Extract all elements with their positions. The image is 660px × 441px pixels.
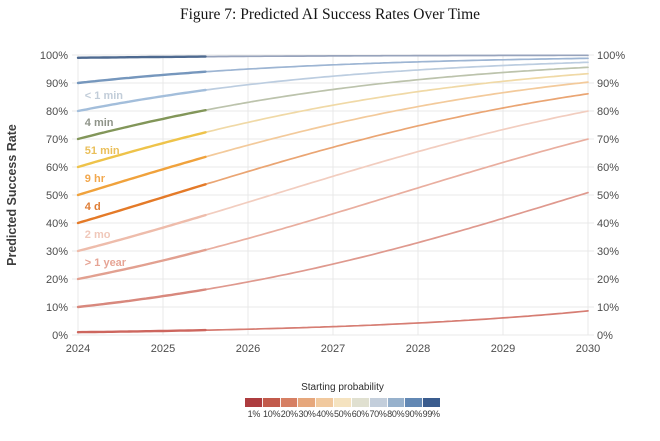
- y-tick-label-left: 50%: [46, 190, 68, 202]
- legend-color-swatch-90%: [405, 398, 424, 407]
- y-tick-label-left: 80%: [46, 106, 68, 118]
- y-tick-label-left: 0%: [52, 330, 68, 342]
- legend-color-swatch-80%: [387, 398, 406, 407]
- y-tick-label-right: 70%: [597, 134, 619, 146]
- y-tick-label-left: 60%: [46, 162, 68, 174]
- legend-tick-label: 70%: [369, 409, 387, 419]
- x-tick-label: 2028: [406, 343, 430, 355]
- x-tick-label: 2025: [151, 343, 175, 355]
- curve-horizon-label-p0-70: 4 min: [85, 117, 114, 129]
- legend-color-swatch-40%: [316, 398, 335, 407]
- legend-color-swatch-20%: [280, 398, 299, 407]
- legend-color-swatch-50%: [334, 398, 352, 407]
- legend-tick-label: 50%: [333, 409, 352, 419]
- y-tick-label-left: 10%: [46, 302, 68, 314]
- legend-tick-label: 60%: [351, 409, 369, 419]
- y-tick-label-left: 90%: [46, 78, 68, 90]
- x-tick-label: 2026: [236, 343, 260, 355]
- curve-horizon-label-p0-60: 51 min: [85, 145, 120, 157]
- y-tick-label-left: 20%: [46, 274, 68, 286]
- legend-tick-label: 40%: [316, 409, 334, 419]
- legend-tick-labels: 1% 10% 20% 30% 40% 50% 60% 70% 80% 90% 99%: [245, 409, 440, 419]
- curve-observed-p0-1: [76, 328, 207, 334]
- legend-tick-label: 30%: [298, 409, 316, 419]
- curve-horizon-label-p0-50: 9 hr: [85, 173, 106, 185]
- x-tick-label: 2029: [491, 343, 515, 355]
- x-tick-label: 2030: [576, 343, 600, 355]
- y-tick-label-right: 30%: [597, 246, 619, 258]
- legend-tick-label: 90%: [404, 409, 423, 419]
- legend-tick-label: 99%: [422, 409, 440, 419]
- y-tick-label-left: 100%: [40, 50, 68, 62]
- y-tick-label-right: 100%: [597, 50, 625, 62]
- curve-observed-p0-50: [76, 155, 207, 197]
- curve-observed-p0-20: [76, 248, 207, 281]
- legend-colorbar: [245, 398, 440, 407]
- legend: Starting probability 1% 10% 20% 30% 40% 50% 60…: [245, 382, 440, 419]
- y-tick-label-right: 20%: [597, 274, 619, 286]
- curve-observed-p0-70: [76, 109, 207, 141]
- legend-tick-label: 80%: [387, 409, 405, 419]
- legend-color-swatch-60%: [351, 398, 370, 407]
- curve-horizon-label-p0-80: < 1 min: [85, 90, 123, 102]
- x-tick-label: 2027: [321, 343, 345, 355]
- curve-observed-p0-30: [76, 213, 207, 253]
- y-tick-label-right: 60%: [597, 162, 619, 174]
- legend-tick-label: 1%: [247, 409, 261, 419]
- y-tick-label-left: 30%: [46, 246, 68, 258]
- legend-color-swatch-70%: [369, 398, 388, 407]
- y-tick-label-right: 10%: [597, 302, 619, 314]
- y-tick-label-right: 40%: [597, 218, 619, 230]
- legend-color-swatch-30%: [298, 398, 317, 407]
- y-tick-label-right: 0%: [597, 330, 613, 342]
- x-tick-label: 2024: [66, 343, 90, 355]
- curve-observed-p0-60: [76, 131, 207, 169]
- legend-tick-label: 10%: [263, 409, 281, 419]
- y-tick-label-left: 70%: [46, 134, 68, 146]
- curve-observed-p0-90: [76, 70, 207, 85]
- curve-observed-p0-40: [76, 183, 207, 225]
- curve-observed-p0-10: [76, 288, 207, 309]
- legend-color-swatch-99%: [423, 398, 440, 407]
- curve-horizon-label-p0-30: 2 mo: [85, 229, 111, 241]
- curve-horizon-label-p0-20: > 1 year: [85, 257, 127, 269]
- legend-tick-label: 20%: [280, 409, 298, 419]
- chart-canvas: 0% 0% 10% 10% 20% 20% 30% 30% 40% 40% 50% 50% 60% 60%…: [40, 50, 625, 355]
- legend-color-swatch-10%: [262, 398, 281, 407]
- y-tick-label-right: 50%: [597, 190, 619, 202]
- y-tick-label-right: 80%: [597, 106, 619, 118]
- legend-color-swatch-1%: [245, 398, 263, 407]
- curve-horizon-label-p0-40: 4 d: [85, 201, 101, 213]
- y-tick-label-left: 40%: [46, 218, 68, 230]
- curve-observed-p0-99: [76, 55, 207, 59]
- legend-title: Starting probability: [301, 382, 384, 393]
- curve-observed-p0-80: [76, 88, 207, 113]
- y-tick-label-right: 90%: [597, 78, 619, 90]
- figure-title: Figure 7: Predicted AI Success Rates Ove…: [179, 6, 481, 23]
